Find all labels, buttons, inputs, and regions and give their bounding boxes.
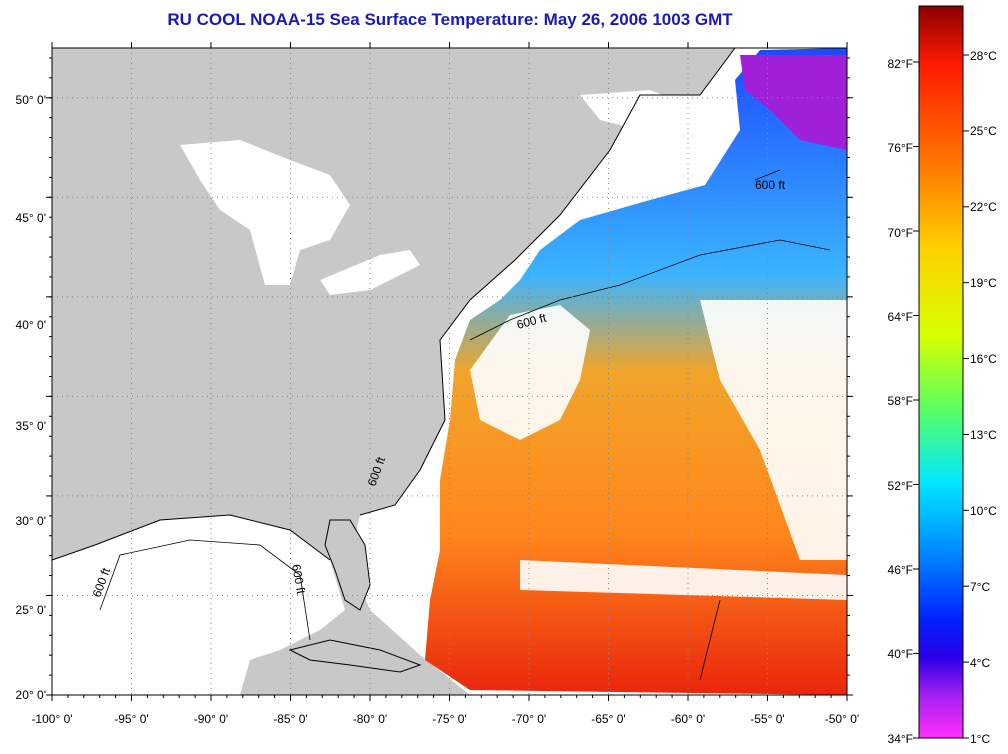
lon-tick-label: -65° 0' <box>591 712 625 726</box>
isobath-600ft <box>99 169 831 681</box>
hudson-strait-water <box>580 90 700 140</box>
florida <box>324 519 371 611</box>
lon-tick-label: -100° 0' <box>31 712 72 726</box>
lon-tick-label: -95° 0' <box>114 712 148 726</box>
lat-tick-label: 50° 0' <box>16 93 46 107</box>
celsius-label: 19°C <box>970 276 997 290</box>
fahrenheit-label: 64°F <box>888 310 913 324</box>
fahrenheit-label: 70°F <box>888 226 913 240</box>
cloud-cover <box>470 300 847 600</box>
gulf-of-mexico <box>52 515 345 695</box>
colorbar: 34°F 40°F 46°F 52°F 58°F 64°F 70°F 76°F … <box>888 5 997 746</box>
fahrenheit-label: 46°F <box>888 563 913 577</box>
celsius-label: 10°C <box>970 504 997 518</box>
lat-tick-label: 45° 0' <box>16 211 46 225</box>
celsius-label: 22°C <box>970 200 997 214</box>
labrador-purple-water <box>740 55 847 150</box>
lat-tick-label: 30° 0' <box>16 514 46 528</box>
colorbar-strip <box>918 5 964 739</box>
fahrenheit-label: 34°F <box>888 732 913 746</box>
lat-tick-label: 20° 0' <box>16 688 46 702</box>
celsius-label: 25°C <box>970 124 997 138</box>
celsius-label: 4°C <box>970 656 990 670</box>
lon-tick-label: -75° 0' <box>432 712 466 726</box>
lat-tick-label: 25° 0' <box>16 603 46 617</box>
lon-tick-label: -90° 0' <box>194 712 228 726</box>
longitude-labels: -100° 0' -95° 0' -90° 0' -85° 0' -80° 0'… <box>31 712 859 726</box>
celsius-label: 1°C <box>970 732 990 746</box>
map-area <box>52 48 847 695</box>
contour-label: 600 ft <box>755 178 786 192</box>
fahrenheit-label: 40°F <box>888 647 913 661</box>
lon-tick-label: -50° 0' <box>825 712 859 726</box>
lon-tick-label: -85° 0' <box>273 712 307 726</box>
fahrenheit-label: 52°F <box>888 479 913 493</box>
lat-tick-label: 40° 0' <box>16 318 46 332</box>
gulf-coastline <box>52 514 331 561</box>
us-east-coastline <box>359 48 736 516</box>
map-ticks <box>46 42 853 701</box>
celsius-label: 7°C <box>970 580 990 594</box>
fahrenheit-label: 76°F <box>888 141 913 155</box>
celsius-label: 13°C <box>970 428 997 442</box>
lon-tick-label: -60° 0' <box>671 712 705 726</box>
lat-tick-label: 35° 0' <box>16 419 46 433</box>
contour-label: 600 ft <box>289 563 308 596</box>
latitude-labels: 20° 0' 25° 0' 30° 0' 35° 0' 40° 0' 45° 0… <box>16 93 46 702</box>
sst-overlay <box>425 48 847 695</box>
lon-tick-label: -55° 0' <box>750 712 784 726</box>
lon-tick-label: -80° 0' <box>353 712 387 726</box>
page-title: RU COOL NOAA-15 Sea Surface Temperature:… <box>167 10 733 29</box>
lon-tick-label: -70° 0' <box>512 712 546 726</box>
cuba <box>288 639 422 673</box>
fahrenheit-label: 58°F <box>888 394 913 408</box>
celsius-label: 16°C <box>970 352 997 366</box>
celsius-label: 28°C <box>970 49 997 63</box>
great-lakes <box>180 140 420 295</box>
fahrenheit-label: 82°F <box>888 57 913 71</box>
